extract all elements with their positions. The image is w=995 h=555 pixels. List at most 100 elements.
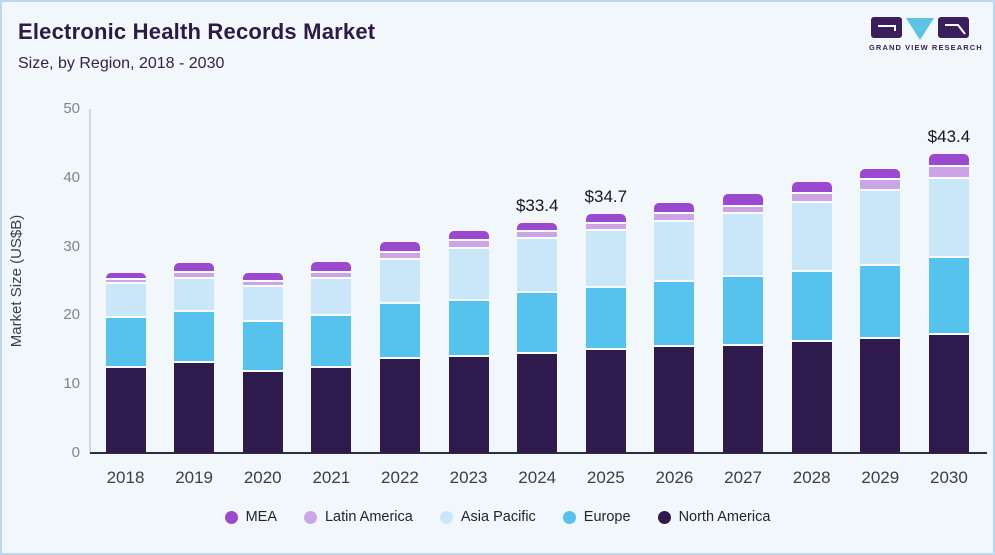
legend-item-asia-pacific: Asia Pacific: [439, 509, 536, 525]
bar-segment-europe: [928, 256, 969, 334]
stacked-bar-2028: [791, 181, 832, 453]
bar-segment-north-america: [311, 365, 352, 453]
bar-segment-latin-america: [928, 165, 969, 178]
stacked-bar-2021: [311, 262, 352, 453]
bar-segment-mea: [791, 181, 832, 193]
legend-item-north-america: North America: [657, 509, 770, 525]
bar-segment-asia-pacific: [517, 236, 558, 292]
bar-segment-asia-pacific: [723, 212, 764, 276]
bar-segment-europe: [585, 285, 626, 349]
bar-segment-asia-pacific: [174, 276, 215, 310]
bar-segment-north-america: [379, 356, 420, 453]
legend-item-europe: Europe: [562, 509, 631, 525]
stacked-bar-2027: [723, 194, 764, 453]
bar-segment-asia-pacific: [585, 228, 626, 286]
bar-segment-asia-pacific: [791, 201, 832, 270]
stacked-bar-2019: [174, 263, 215, 453]
bar-segment-mea: [723, 194, 764, 205]
x-tick-label-2018: 2018: [106, 468, 145, 487]
bar-total-label-2024: $33.4: [515, 196, 559, 216]
legend-label: Asia Pacific: [460, 509, 536, 525]
x-axis-line: [90, 452, 987, 454]
x-tick-label-2019: 2019: [175, 468, 214, 487]
bar-total-label-2025: $34.7: [584, 187, 628, 207]
logo-wordmark: GRAND VIEW RESEARCH: [869, 43, 983, 52]
logo-icon: [869, 15, 971, 41]
bar-segment-north-america: [928, 333, 969, 453]
bar-segment-europe: [448, 298, 489, 356]
stacked-bar-2029: [860, 168, 901, 453]
bar-segment-europe: [311, 314, 352, 366]
bar-total-label-2030: $43.4: [927, 127, 971, 147]
y-tick-label: 20: [63, 306, 80, 324]
bar-segment-north-america: [860, 336, 901, 453]
x-tick-label-2022: 2022: [381, 468, 419, 487]
legend-dot-icon: [224, 510, 238, 524]
legend-label: Europe: [583, 509, 631, 525]
logo-v-triangle-icon: [906, 18, 934, 40]
bar-segment-mea: [242, 273, 283, 280]
bar-segment-latin-america: [654, 212, 695, 220]
stacked-bar-2030: [928, 154, 969, 453]
x-tick-label-2028: 2028: [792, 468, 831, 487]
bar-segment-north-america: [723, 343, 764, 453]
x-tick-label-2024: 2024: [518, 468, 557, 487]
bar-segment-north-america: [791, 340, 832, 453]
bar-segment-north-america: [448, 355, 489, 453]
bar-segment-latin-america: [242, 279, 283, 286]
bar-segment-europe: [242, 319, 283, 370]
bar-segment-mea: [585, 214, 626, 222]
bar-segment-mea: [928, 154, 969, 166]
bar-segment-north-america: [654, 344, 695, 453]
x-tick-label-2029: 2029: [861, 468, 900, 487]
y-tick-label: 30: [63, 237, 80, 255]
bar-segment-mea: [105, 272, 146, 278]
y-tick-label: 40: [63, 168, 80, 186]
bar-segment-latin-america: [448, 239, 489, 247]
bar-segment-asia-pacific: [860, 189, 901, 264]
x-tick-label-2030: 2030: [930, 468, 968, 487]
stacked-bar-2023: [448, 231, 489, 453]
bar-segment-latin-america: [791, 192, 832, 202]
bar-segment-europe: [860, 263, 901, 337]
bar-segment-europe: [723, 275, 764, 344]
bar-segment-europe: [517, 291, 558, 352]
bar-segment-asia-pacific: [928, 177, 969, 257]
bar-segment-latin-america: [105, 277, 146, 283]
y-axis-title: Market Size (US$B): [8, 214, 25, 348]
x-tick-label-2025: 2025: [586, 468, 625, 487]
bar-segment-asia-pacific: [105, 282, 146, 317]
x-tick-label-2026: 2026: [655, 468, 694, 487]
legend-dot-icon: [657, 510, 671, 524]
bar-segment-latin-america: [517, 230, 558, 237]
bar-segment-north-america: [517, 351, 558, 453]
stacked-bar-2026: [654, 203, 695, 453]
bar-segment-mea: [517, 223, 558, 231]
bar-segment-europe: [791, 269, 832, 341]
stacked-bar-2025: [585, 214, 626, 453]
stacked-bar-2024: [517, 223, 558, 453]
y-tick-label: 50: [63, 100, 80, 117]
bar-segment-europe: [105, 316, 146, 367]
bar-segment-latin-america: [723, 204, 764, 213]
legend-label: MEA: [245, 509, 277, 525]
page-title: Electronic Health Records Market: [18, 19, 376, 44]
x-tick-label-2021: 2021: [312, 468, 351, 487]
y-tick-label: 10: [63, 375, 80, 393]
bar-segment-north-america: [242, 369, 283, 453]
bar-segment-europe: [379, 301, 420, 357]
bar-segment-latin-america: [585, 221, 626, 229]
bar-segment-mea: [654, 203, 695, 213]
bar-segment-mea: [174, 263, 215, 271]
stacked-bar-2020: [242, 273, 283, 453]
y-tick-label: 0: [71, 444, 80, 461]
x-tick-label-2027: 2027: [724, 468, 762, 487]
bar-segment-latin-america: [311, 270, 352, 277]
y-axis-line: [89, 109, 91, 453]
legend-dot-icon: [439, 510, 453, 524]
bar-segment-mea: [448, 231, 489, 240]
legend-dot-icon: [562, 510, 576, 524]
page-subtitle: Size, by Region, 2018 - 2030: [18, 55, 225, 72]
legend: MEA Latin America Asia Pacific Europe North …: [2, 509, 993, 525]
